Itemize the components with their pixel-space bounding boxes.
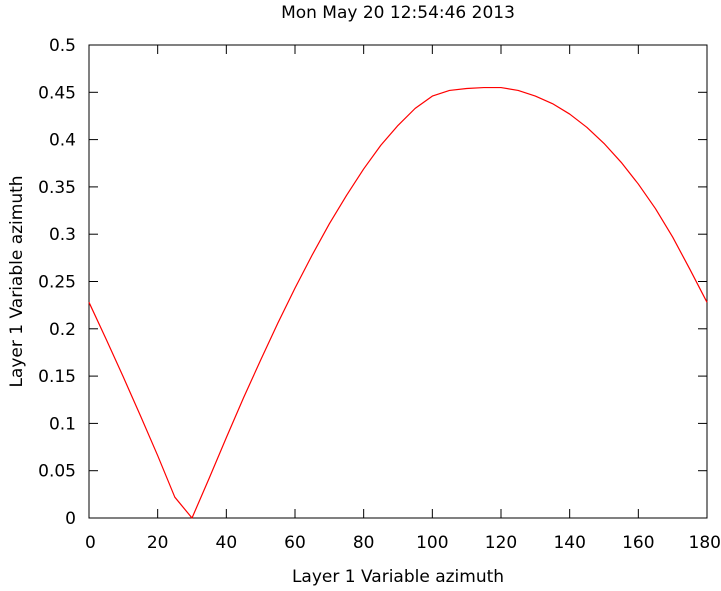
x-tick-label: 100 (416, 533, 448, 553)
y-tick-label: 0.1 (49, 414, 76, 434)
y-tick-label: 0.05 (38, 462, 76, 482)
series-layer (88, 86, 708, 519)
chart-title: Mon May 20 12:54:46 2013 (281, 3, 515, 23)
y-tick-label: 0.4 (49, 131, 76, 151)
y-tick-label: 0.45 (38, 83, 76, 103)
y-tick-label: 0.5 (49, 36, 76, 56)
y-tick-label: 0.15 (38, 367, 76, 387)
x-axis-label: Layer 1 Variable azimuth (292, 567, 504, 587)
y-axis: 0 0.05 0.1 0.15 0.2 0.25 0.3 0.35 0.4 0.45 0.5 (38, 36, 707, 529)
x-tick-label: 60 (284, 533, 306, 553)
x-tick-label: 80 (353, 533, 375, 553)
x-tick-label: 120 (485, 533, 517, 553)
y-tick-label: 0.2 (49, 320, 76, 340)
y-tick-label: 0 (65, 509, 76, 529)
y-tick-label: 0.3 (49, 225, 76, 245)
y-tick-label: 0.35 (38, 178, 76, 198)
x-axis: 0 20 40 60 80 100 120 140 160 180 (85, 45, 721, 553)
x-tick-label: 0 (85, 533, 96, 553)
x-tick-label: 180 (689, 533, 721, 553)
x-tick-label: 40 (216, 533, 238, 553)
y-axis-label: Layer 1 Variable azimuth (7, 175, 27, 387)
y-tick-label: 0.25 (38, 273, 76, 293)
plot-frame (88, 44, 708, 519)
series-line-0 (88, 86, 708, 519)
x-tick-label: 140 (553, 533, 585, 553)
x-tick-label: 160 (622, 533, 654, 553)
x-tick-label: 20 (147, 533, 169, 553)
